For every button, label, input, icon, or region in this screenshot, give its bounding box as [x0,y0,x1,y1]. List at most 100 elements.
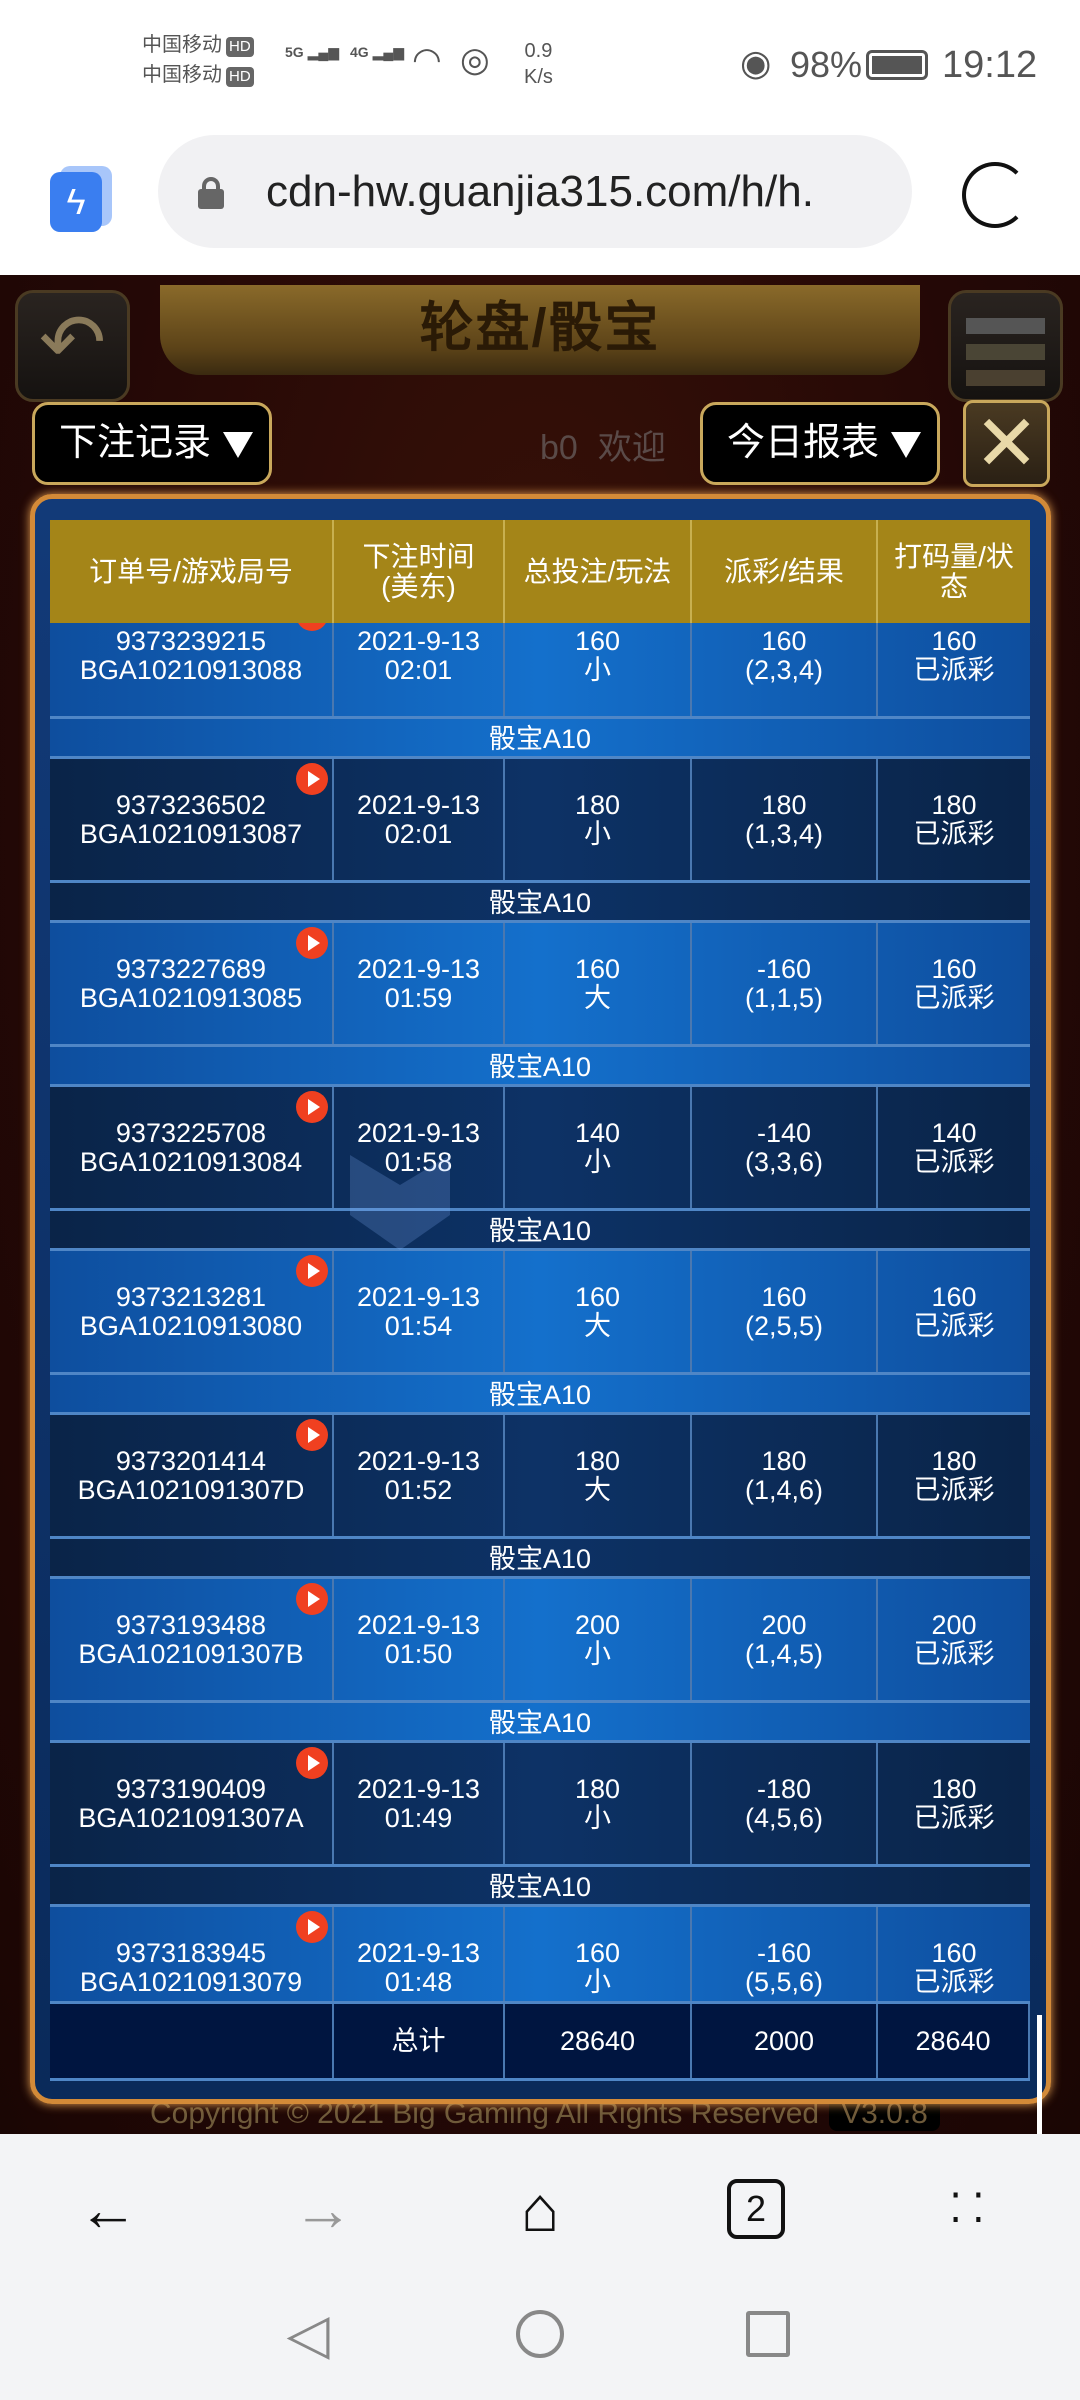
payout-amount: 180 [761,1445,807,1476]
round-number: BGA10210913085 [79,982,303,1013]
title-banner: 轮盘/骰宝 [160,285,920,375]
back-button[interactable]: ↶ [15,290,130,402]
round-number: BGA10210913079 [79,1966,303,1997]
browser-toolbar: ϟ cdn-hw.guanjia315.com/h/h. [0,130,1080,275]
table-body[interactable]: 9373239215 BGA10210913088 2021-9-13 02:01 16… [50,623,1030,2001]
signal-4g-icon: 4G ▂▄▆ [350,44,405,60]
bet-type: 小 [584,1966,611,1997]
order-number: 9373236502 [115,789,267,820]
table-row: 9373236502 BGA10210913087 2021-9-13 02:01 18… [50,756,1030,920]
carrier-2: 中国移动 [142,64,222,86]
play-replay-icon[interactable] [296,763,328,795]
system-home-button[interactable] [490,2299,590,2369]
play-replay-icon[interactable] [296,1911,328,1943]
home-icon: ⌂ [520,2173,560,2245]
status-badge: 已派彩 [913,1802,995,1833]
game-frame: 轮盘/骰宝 ↶ b0 欢迎 下注记录 今日报表 ✕ Copyright © 202… [0,275,1080,2135]
back-arrow-icon: ↶ [38,298,107,387]
play-replay-icon[interactable] [296,1091,328,1123]
close-button[interactable]: ✕ [963,400,1050,487]
game-name-row: 骰宝A10 [50,1372,1030,1412]
arrow-left-icon: ← [78,2175,138,2243]
bet-cell: 140 小 [505,1087,692,1208]
order-cell: 9373225708 BGA10210913084 [50,1087,334,1208]
order-number: 9373225708 [115,1117,267,1148]
url-text[interactable]: cdn-hw.guanjia315.com/h/h. [266,167,814,216]
system-back-button[interactable]: ◁ [258,2299,358,2369]
browser-back-button[interactable]: ← [58,2174,158,2244]
valid-bet: 180 [931,1445,977,1476]
play-replay-icon[interactable] [296,927,328,959]
valid-bet: 160 [931,1281,977,1312]
bet-type: 大 [584,1310,611,1341]
bet-time: 01:48 [384,1966,453,1997]
address-bar[interactable]: cdn-hw.guanjia315.com/h/h. [158,135,912,248]
circle-home-icon [516,2310,564,2358]
menu-button[interactable] [948,290,1063,402]
round-number: BGA1021091307B [78,1638,304,1669]
payout-amount: -180 [756,1773,812,1804]
time-cell: 2021-9-13 01:48 [334,1907,505,2001]
home-button[interactable]: ⌂ [490,2173,590,2245]
status-badge: 已派彩 [913,1474,995,1505]
time-cell: 2021-9-13 01:50 [334,1579,505,1700]
payout-cell: 160 (2,3,4) [692,623,878,716]
valid-bet: 140 [931,1117,977,1148]
status-cell: 180 已派彩 [878,1743,1030,1864]
reload-icon[interactable] [962,162,1028,228]
game-name-row: 骰宝A10 [50,1044,1030,1084]
bet-time: 01:58 [384,1146,453,1177]
status-badge: 已派彩 [913,1146,995,1177]
table-row: 9373193488 BGA1021091307B 2021-9-13 01:50 20… [50,1576,1030,1740]
game-name-row: 骰宝A10 [50,1700,1030,1740]
payout-cell: 180 (1,3,4) [692,759,878,880]
round-number: BGA10210913087 [79,818,303,849]
play-replay-icon[interactable] [296,623,328,631]
play-replay-icon[interactable] [296,1255,328,1287]
battery-percent: 98% [790,44,863,85]
tabs-button[interactable]: 2 [706,2174,806,2244]
play-replay-icon[interactable] [296,1419,328,1451]
round-number: BGA1021091307D [77,1474,305,1505]
scrollbar[interactable] [1037,2015,1042,2135]
report-dropdown[interactable]: 今日报表 [700,402,940,485]
order-number: 9373193488 [115,1609,267,1640]
status-cell: 140 已派彩 [878,1087,1030,1208]
order-cell: 9373239215 BGA10210913088 [50,623,334,716]
bet-time: 01:49 [384,1802,453,1833]
status-cell: 160 已派彩 [878,1907,1030,2001]
valid-bet: 200 [931,1609,977,1640]
payout-cell: 180 (1,4,6) [692,1415,878,1536]
game-name-row: 骰宝A10 [50,1208,1030,1248]
browser-logo-icon[interactable]: ϟ [50,172,102,232]
order-cell: 9373213281 BGA10210913080 [50,1251,334,1372]
total-empty-cell [50,2004,334,2078]
more-button[interactable]: ⁚⁚ [922,2174,1022,2244]
system-recents-button[interactable] [718,2299,818,2369]
payout-cell: 160 (2,5,5) [692,1251,878,1372]
clock: 19:12 [942,44,1038,86]
bet-record-dropdown[interactable]: 下注记录 [32,402,272,485]
game-name-row: 骰宝A10 [50,1536,1030,1576]
bet-time: 01:52 [384,1474,453,1505]
payout-cell: 200 (1,4,5) [692,1579,878,1700]
time-cell: 2021-9-13 01:59 [334,923,505,1044]
order-number: 9373213281 [115,1281,267,1312]
status-badge: 已派彩 [913,1966,995,1997]
bet-date: 2021-9-13 [356,953,481,984]
header-bet: 总投注/玩法 [505,520,692,623]
order-cell: 9373193488 BGA1021091307B [50,1579,334,1700]
table-row: 9373183945 BGA10210913079 2021-9-13 01:48 16… [50,1904,1030,2001]
status-badge: 已派彩 [913,982,995,1013]
dice-result: (1,1,5) [744,982,824,1013]
signal-5g-icon: 5G ▂▄▆ [285,44,340,60]
play-replay-icon[interactable] [296,1747,328,1779]
payout-amount: 160 [761,1281,807,1312]
play-replay-icon[interactable] [296,1583,328,1615]
browser-forward-button[interactable]: → [273,2174,373,2244]
order-cell: 9373227689 BGA10210913085 [50,923,334,1044]
dice-result: (3,3,6) [744,1146,824,1177]
payout-amount: -140 [756,1117,812,1148]
table-row: 9373190409 BGA1021091307A 2021-9-13 01:49 18… [50,1740,1030,1904]
wifi-icon: ◠ [412,41,442,79]
